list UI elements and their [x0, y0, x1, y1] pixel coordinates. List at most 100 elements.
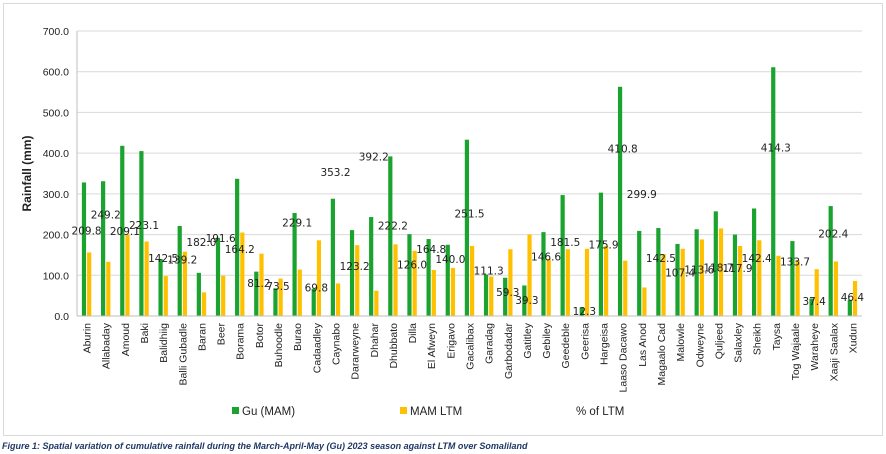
bar-gu-mam	[273, 288, 278, 316]
bar-gu-mam	[541, 232, 546, 316]
data-label-pct-ltm: 142.4	[742, 253, 772, 265]
x-tick-label: Odweyne	[694, 323, 706, 368]
x-tick-label: Garadag	[484, 323, 496, 364]
x-tick-label: Botor	[254, 323, 266, 349]
x-tick-label: Dhahar	[369, 323, 381, 358]
data-label-pct-ltm: 299.9	[627, 189, 657, 201]
data-label-pct-ltm: 202.4	[818, 229, 848, 241]
bar-gu-mam	[828, 206, 833, 316]
x-tick-label: Laaso Dacawo	[618, 323, 630, 393]
data-label-pct-ltm: 118.7	[703, 263, 733, 275]
bar-gu-mam	[771, 67, 776, 316]
bar-mam-ltm	[297, 269, 302, 316]
x-tick-label: Xaaji Saalax	[828, 322, 840, 381]
data-label-pct-ltm: 133.7	[780, 257, 810, 269]
bar-mam-ltm	[144, 241, 149, 316]
data-label-pct-ltm: 146.6	[531, 251, 561, 263]
bar-gu-mam	[407, 234, 412, 316]
data-label-pct-ltm: 209.8	[72, 226, 102, 238]
x-tick-label: Dhubbato	[388, 323, 400, 369]
data-label-pct-ltm: 222.2	[378, 221, 408, 233]
bar-gu-mam	[196, 272, 201, 316]
x-tick-label: Xudun	[847, 323, 859, 354]
x-tick-label: Geerisa	[579, 323, 591, 360]
data-label-pct-ltm: 123.2	[340, 261, 370, 273]
chart-border	[3, 3, 883, 436]
bar-gu-mam	[369, 217, 374, 316]
x-tick-label: Aburin	[82, 323, 94, 354]
x-tick-label: Borama	[235, 323, 247, 360]
legend-swatch	[400, 407, 407, 414]
bar-mam-ltm	[584, 248, 590, 316]
x-tick-label: Tog Wajaale	[790, 323, 802, 381]
bar-gu-mam	[809, 298, 814, 316]
bar-mam-ltm	[623, 260, 628, 316]
data-label-pct-ltm: 113.6	[684, 265, 714, 277]
bar-mam-ltm	[718, 228, 724, 316]
y-tick-label: 600.0	[43, 67, 69, 79]
y-tick-label: 100.0	[43, 270, 69, 282]
bar-mam-ltm	[795, 260, 800, 316]
data-label-pct-ltm: 249.2	[91, 210, 121, 222]
bar-mam-ltm	[240, 232, 245, 316]
bar-gu-mam	[598, 192, 604, 316]
x-tick-label: Garbodadar	[503, 323, 515, 380]
bar-gu-mam	[177, 226, 182, 316]
data-label-pct-ltm: 223.1	[129, 220, 159, 232]
bar-mam-ltm	[201, 292, 207, 316]
data-label-pct-ltm: 209.1	[110, 226, 140, 238]
data-label-pct-ltm: 12.3	[573, 306, 596, 318]
bar-gu-mam	[426, 239, 431, 316]
y-tick-label: 700.0	[43, 26, 69, 38]
bar-mam-ltm	[316, 240, 322, 316]
x-tick-label: Balidhiig	[158, 323, 170, 363]
data-label-pct-ltm: 175.9	[588, 239, 618, 251]
bar-gu-mam	[656, 228, 661, 316]
bar-gu-mam	[120, 145, 125, 316]
bar-mam-ltm	[738, 245, 743, 316]
x-tick-label: El Afweyn	[426, 323, 438, 369]
bar-gu-mam	[675, 243, 680, 316]
bar-gu-mam	[617, 86, 623, 317]
bar-mam-ltm	[125, 234, 130, 316]
x-tick-label: Amoud	[120, 323, 132, 356]
x-tick-label: Quljeed	[713, 323, 725, 359]
data-label-pct-ltm: 140.0	[435, 254, 465, 266]
bar-gu-mam	[790, 241, 795, 316]
bar-gu-mam	[751, 208, 757, 316]
bar-gu-mam	[483, 274, 489, 316]
y-tick-label: 300.0	[43, 189, 69, 201]
x-tick-label: Baran	[196, 323, 208, 351]
x-tick-label: Geedeble	[560, 323, 572, 369]
bar-mam-ltm	[642, 287, 647, 316]
bar-mam-ltm	[776, 255, 781, 316]
bar-mam-ltm	[106, 261, 111, 316]
data-label-pct-ltm: 111.3	[474, 266, 504, 278]
bar-gu-mam	[349, 230, 355, 316]
data-label-pct-ltm: 392.2	[359, 151, 389, 163]
data-label-pct-ltm: 251.5	[454, 209, 484, 221]
bar-gu-mam	[579, 307, 584, 316]
data-label-pct-ltm: 142.5	[148, 253, 178, 265]
bar-mam-ltm	[431, 269, 436, 316]
bar-gu-mam	[235, 178, 240, 316]
bar-gu-mam	[694, 229, 699, 316]
data-label-pct-ltm: 37.4	[802, 296, 826, 308]
data-label-pct-ltm: 414.3	[761, 142, 791, 154]
x-tick-label: Hargeisa	[599, 323, 611, 365]
x-tick-label: Balli Gubadle	[177, 323, 189, 386]
x-tick-label: Las Anod	[637, 323, 649, 367]
x-tick-label: Magaalo Cad	[656, 323, 668, 386]
y-tick-label: 200.0	[43, 230, 69, 242]
y-tick-label: 400.0	[43, 148, 69, 160]
x-tick-label: Baki	[139, 323, 151, 343]
x-tick-label: Gacalibax	[465, 322, 477, 369]
legend-swatch	[232, 407, 239, 414]
chart-frame: 0.0 100.0 200.0 300.0 400.0 500.0 600.0 700.0 Ra…	[3, 3, 883, 436]
x-tick-label: Beer	[216, 323, 228, 346]
y-tick-label: 0.0	[54, 311, 69, 323]
bar-mam-ltm	[335, 283, 341, 316]
bar-mam-ltm	[833, 261, 838, 316]
bar-gu-mam	[292, 212, 297, 316]
bar-gu-mam	[637, 230, 642, 316]
